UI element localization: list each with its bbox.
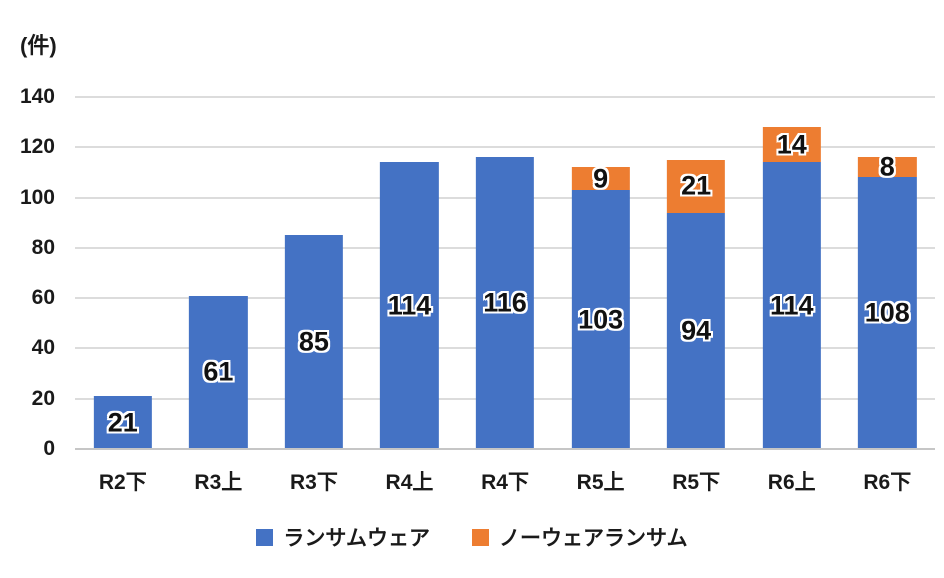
legend-swatch-icon xyxy=(472,528,489,546)
bar-segment-series1: 108 xyxy=(858,177,917,449)
y-axis-unit-label: (件) xyxy=(20,33,57,58)
bar-segment-series1: 61 xyxy=(189,295,248,449)
bar-segment-series1: 114 xyxy=(380,162,439,449)
bar-column-R4上: 114 xyxy=(362,97,458,449)
x-tick-label: R6下 xyxy=(863,471,912,494)
bar-value-label: 21 xyxy=(681,170,712,201)
legend-item-series1: ランサムウェア xyxy=(256,522,430,552)
legend: ランサムウェア ノーウェアランサム xyxy=(0,522,944,552)
x-tick-label: R4下 xyxy=(481,471,529,494)
x-tick-label: R5上 xyxy=(576,471,625,494)
legend-swatch-icon xyxy=(256,528,274,546)
bar-value-label: 116 xyxy=(483,287,527,318)
bar-segment-series2: 9 xyxy=(571,163,630,193)
y-tick-label: 40 xyxy=(31,336,55,360)
gridline xyxy=(75,146,935,149)
bar-value-label: 61 xyxy=(203,356,234,387)
y-tick-label: 100 xyxy=(19,185,55,209)
y-tick-label: 140 xyxy=(19,85,55,108)
legend-label: ランサムウェア xyxy=(283,527,430,550)
bar-column-R2下: 21 xyxy=(75,97,171,449)
bar-column-R5上: 103 9 xyxy=(553,97,649,449)
bar-value-label: 21 xyxy=(107,407,138,438)
x-tick-label: R6上 xyxy=(767,471,816,494)
bar-segment-series1: 94 xyxy=(667,212,726,449)
x-tick-label: R3上 xyxy=(194,471,243,494)
bar-column-R6上: 114 14 xyxy=(744,97,840,449)
bar-segment-series1: 21 xyxy=(93,396,152,449)
bar-value-label: 8 xyxy=(879,151,895,182)
bar-segment-series2: 8 xyxy=(858,152,917,182)
x-tick-label: R4上 xyxy=(385,471,434,494)
bar-value-label: 114 xyxy=(769,290,814,321)
x-tick-label: R5下 xyxy=(672,471,721,494)
bar-segment-series1: 116 xyxy=(475,157,535,449)
bar-value-label: 94 xyxy=(681,315,712,346)
bar-segment-series1: 114 xyxy=(762,162,821,449)
bar-column-R6下: 108 8 xyxy=(840,97,936,449)
bar-column-R3上: 61 xyxy=(171,97,267,449)
bar-column-R3下: 85 xyxy=(266,97,362,449)
bar-value-label: 9 xyxy=(593,163,609,194)
bar-segment-series2: 14 xyxy=(762,127,821,163)
bar-value-label: 103 xyxy=(578,304,624,335)
x-tick-label: R3下 xyxy=(289,471,338,494)
y-tick-label: 60 xyxy=(31,286,55,310)
y-axis: 0 20 40 60 80 100 120 140 xyxy=(0,85,55,460)
bar-value-label: 85 xyxy=(298,326,329,357)
x-axis-line xyxy=(75,448,935,450)
x-tick-label: R2下 xyxy=(98,471,147,494)
x-axis: R2下 R3上 R3下 R4上 R4下 R5上 R5下 R6上 R6下 xyxy=(75,466,935,496)
legend-item-series2: ノーウェアランサム xyxy=(472,522,688,552)
bars-layer: 21 61 85 114 116 103 9 94 21 114 14 108 8 xyxy=(75,97,935,449)
gridline xyxy=(75,96,935,98)
plot-area: 21 61 85 114 116 103 9 94 21 114 14 108 8 xyxy=(75,96,935,450)
y-tick-label: 0 xyxy=(43,437,55,460)
y-tick-label: 80 xyxy=(31,235,55,259)
bar-value-label: 114 xyxy=(387,290,432,321)
bar-value-label: 108 xyxy=(864,297,910,328)
bar-column-R4下: 116 xyxy=(457,97,553,449)
legend-label: ノーウェアランサム xyxy=(499,527,688,550)
bar-column-R5下: 94 21 xyxy=(648,97,744,449)
y-tick-label: 120 xyxy=(19,135,55,159)
y-tick-label: 20 xyxy=(31,386,55,410)
bar-segment-series1: 103 xyxy=(571,190,630,449)
bar-segment-series2: 21 xyxy=(667,159,726,213)
bar-value-label: 14 xyxy=(776,129,807,160)
bar-segment-series1: 85 xyxy=(284,235,344,449)
